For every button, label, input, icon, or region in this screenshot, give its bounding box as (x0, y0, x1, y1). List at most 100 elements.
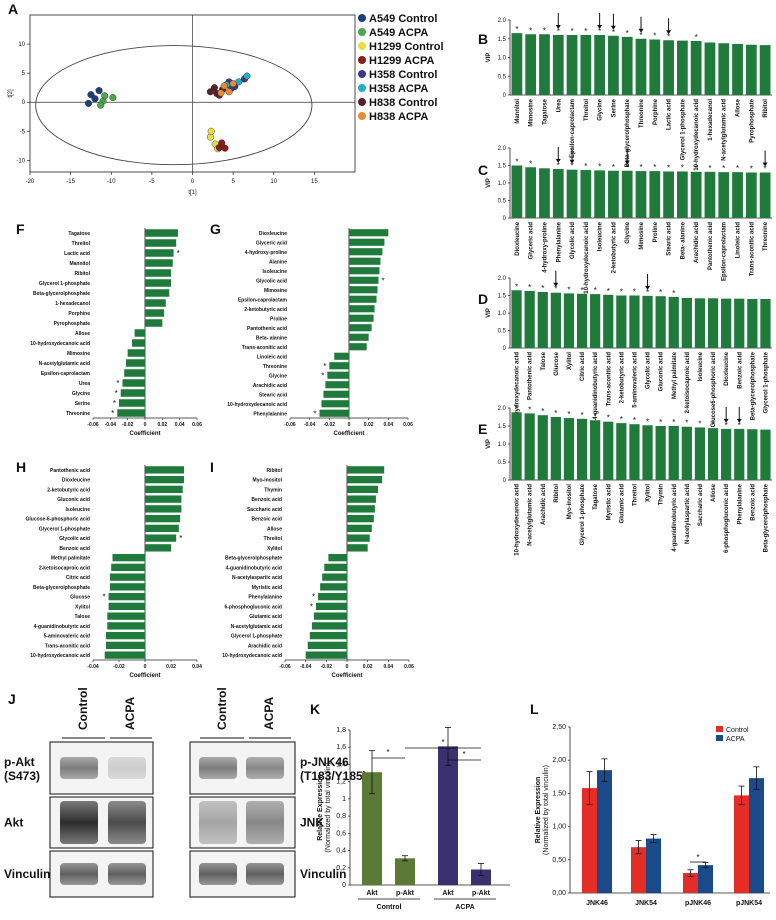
x-tick-label: Benzoic acid (750, 484, 756, 521)
bar (145, 466, 184, 474)
x-tick-label: N-acetylglutamic acid (722, 99, 728, 161)
y-tick-label: 2.0 (498, 18, 507, 24)
x-axis-label: Coefficient (129, 431, 160, 437)
bar (552, 35, 564, 95)
legend-label: H838 ACPA (369, 111, 428, 123)
bar (108, 592, 145, 601)
significance-star: * (698, 419, 701, 428)
bar (760, 299, 771, 348)
significance-star: * (736, 164, 739, 173)
significance-star: * (584, 27, 587, 36)
x-tick-label: Glycerol 1-phosphate (580, 483, 586, 545)
bar (322, 573, 347, 581)
x-tick-label: Beta- alanine (680, 221, 686, 259)
arrow-head (666, 30, 672, 35)
bar (718, 172, 730, 218)
bar (327, 371, 349, 379)
x-tick-label: Thymin (659, 484, 665, 506)
panel-l-bar-chart: 0,00 0,50 1,00 1,50 2,00 2,50 Relative Express… (535, 724, 770, 907)
bar (328, 553, 347, 562)
bar (305, 651, 347, 659)
x-tick-label: Arachidic acid (694, 222, 700, 263)
bar (646, 838, 661, 893)
y-tick-label: 0.5 (498, 329, 507, 335)
bar (563, 293, 575, 348)
x-tick-label: 0.06 (404, 664, 414, 670)
x-tick-label: Glycerol 1-phosphate (680, 98, 686, 160)
blot-band (60, 801, 98, 844)
blot-band (108, 757, 146, 779)
legend-marker (358, 14, 366, 22)
blot-row-sublabel: (S473) (4, 769, 40, 783)
x-tick-label: JNK54 (635, 900, 657, 907)
bar (655, 426, 666, 480)
x-tick-label: 0.04 (192, 664, 202, 670)
bar (471, 869, 491, 885)
significance-star: * (620, 415, 623, 424)
bar (734, 795, 749, 893)
bar (698, 865, 713, 893)
bar (550, 417, 561, 480)
x-tick-label: Threonine (639, 98, 645, 128)
y-tick-label: 0 (342, 882, 346, 889)
category-label: Gluconic acid (57, 497, 90, 503)
x-tick-label: 2-ketobutyric acid (611, 222, 617, 274)
y-tick-label: -10 (16, 158, 25, 164)
x-tick-label: 4-guanidinobutyric acid (593, 352, 599, 420)
legend-label: A549 Control (369, 13, 437, 25)
significance-star: * (672, 289, 675, 298)
category-label: Dioxleucine (259, 231, 287, 237)
bar (362, 772, 382, 885)
bar (106, 631, 145, 640)
x-tick-label: Proline (653, 221, 659, 242)
bar (323, 390, 349, 398)
significance-star: * (633, 288, 636, 297)
bar (732, 172, 743, 218)
bar (603, 421, 614, 480)
bar (347, 534, 370, 542)
category-label: 4-guanidinobutyric acid (34, 624, 90, 630)
blot-row-sublabel: (T183/Y185) (300, 769, 367, 783)
bar (112, 553, 145, 562)
x-tick-label: Xylitol (646, 484, 652, 502)
significance-star: * (633, 416, 636, 425)
blot-row-label: Akt (4, 816, 23, 830)
group-label: ACPA (455, 904, 474, 911)
x-tick-label: Glycolic acid (646, 352, 652, 389)
category-label: Proline (270, 316, 287, 322)
arrow-head (610, 25, 616, 30)
significance-star: * (584, 162, 587, 171)
bar (145, 229, 178, 237)
category-label: Linoleic acid (257, 354, 287, 360)
bar (616, 295, 627, 348)
x-tick-label: 0 (144, 664, 147, 670)
category-label: Phenylalanine (248, 595, 282, 601)
panel-label-E: E (478, 421, 487, 437)
bar (145, 239, 177, 247)
significance-star: * (626, 29, 629, 38)
blot-band (246, 863, 284, 885)
x-tick-label: Glucose (554, 351, 560, 375)
bar (759, 172, 771, 218)
category-label: Porphine (68, 311, 90, 317)
significance-star: * (580, 411, 583, 420)
category-label: Pantothenic acid (50, 468, 90, 474)
blot-band (108, 863, 146, 885)
significance-star: * (557, 27, 560, 36)
y-tick-label: 2.0 (498, 276, 507, 282)
bar (721, 428, 732, 480)
y-tick-label: 10 (18, 42, 25, 48)
category-label: N-acetylglutamic acid (231, 624, 282, 630)
x-tick-label: 10 (270, 179, 277, 185)
y-tick-label: 0,50 (552, 857, 566, 864)
category-label: Beta-glycerolphosphate (33, 585, 90, 591)
bar (349, 286, 378, 294)
scatter-point (225, 88, 233, 96)
x-tick-label: 0.02 (364, 422, 374, 428)
significance-star: * (620, 288, 623, 297)
group-label: Control (377, 904, 402, 911)
category-label: Glyceric acid (256, 240, 287, 246)
category-label: Glucose-6-phosphoric acid (26, 517, 90, 523)
x-tick-label: Pantothenic acid (708, 222, 714, 270)
x-tick-label: 10-hydroxydecanoic acid (515, 484, 521, 556)
